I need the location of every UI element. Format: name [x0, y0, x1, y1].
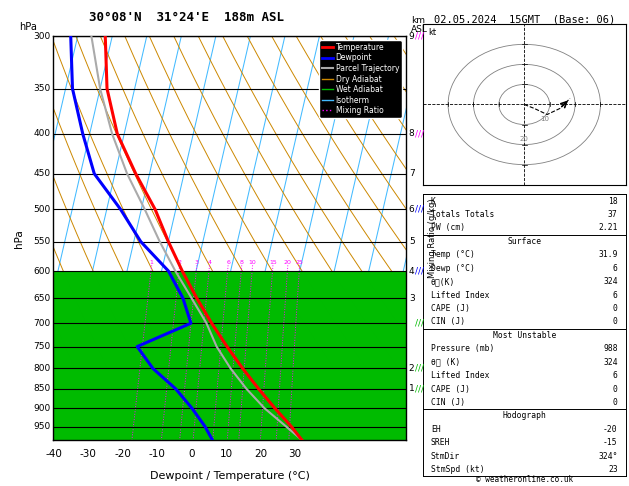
Text: StmDir: StmDir	[431, 451, 460, 461]
Text: 324: 324	[603, 277, 618, 286]
Text: 0: 0	[613, 398, 618, 407]
Text: 20: 20	[520, 136, 529, 141]
Text: StmSpd (kt): StmSpd (kt)	[431, 465, 484, 474]
Text: 15: 15	[269, 260, 277, 265]
Text: -10: -10	[148, 449, 165, 459]
Text: 550: 550	[33, 237, 50, 246]
Text: ///: ///	[415, 205, 424, 214]
Text: 300: 300	[33, 32, 50, 41]
Text: Most Unstable: Most Unstable	[493, 331, 556, 340]
Text: 1: 1	[150, 260, 153, 265]
Text: Totals Totals: Totals Totals	[431, 210, 494, 219]
Text: Lifted Index: Lifted Index	[431, 371, 489, 380]
Text: 900: 900	[33, 404, 50, 413]
Text: hPa: hPa	[19, 21, 37, 32]
Text: K: K	[431, 197, 436, 206]
Text: 23: 23	[608, 465, 618, 474]
Text: Temp (°C): Temp (°C)	[431, 250, 475, 260]
Text: 988: 988	[603, 344, 618, 353]
Text: 20: 20	[284, 260, 292, 265]
Text: CIN (J): CIN (J)	[431, 317, 465, 327]
Text: ///: ///	[415, 384, 424, 393]
Text: 5: 5	[409, 237, 415, 246]
Text: 6: 6	[226, 260, 230, 265]
Text: Dewp (°C): Dewp (°C)	[431, 264, 475, 273]
Text: 6: 6	[613, 264, 618, 273]
Text: 10: 10	[220, 449, 233, 459]
Text: ///: ///	[415, 266, 424, 276]
Text: 20: 20	[254, 449, 267, 459]
Text: 8: 8	[240, 260, 243, 265]
Text: -40: -40	[45, 449, 62, 459]
Text: 8: 8	[409, 129, 415, 139]
Text: ///: ///	[415, 32, 424, 41]
Text: CAPE (J): CAPE (J)	[431, 384, 470, 394]
Text: 0: 0	[613, 317, 618, 327]
Text: 3: 3	[195, 260, 199, 265]
Text: EH: EH	[431, 425, 440, 434]
Text: 750: 750	[33, 342, 50, 351]
Text: 4: 4	[409, 266, 415, 276]
Text: -30: -30	[79, 449, 96, 459]
Text: 324°: 324°	[598, 451, 618, 461]
Text: Mixing Ratio (g/kg): Mixing Ratio (g/kg)	[428, 198, 437, 278]
Text: 30°08'N  31°24'E  188m ASL: 30°08'N 31°24'E 188m ASL	[89, 11, 284, 24]
Text: ///: ///	[415, 319, 424, 328]
Text: SREH: SREH	[431, 438, 450, 447]
Text: 7: 7	[409, 169, 415, 178]
Text: ///: ///	[415, 129, 424, 139]
Text: 25: 25	[296, 260, 304, 265]
Text: 10: 10	[540, 116, 549, 122]
Text: 600: 600	[33, 266, 50, 276]
Text: 2: 2	[409, 364, 415, 373]
Text: kt: kt	[428, 28, 436, 37]
Text: 9: 9	[409, 32, 415, 41]
Text: 6: 6	[409, 205, 415, 214]
Text: θᴇ (K): θᴇ (K)	[431, 358, 460, 366]
Text: 18: 18	[608, 197, 618, 206]
Text: Lifted Index: Lifted Index	[431, 291, 489, 299]
Text: 950: 950	[33, 422, 50, 431]
Text: CIN (J): CIN (J)	[431, 398, 465, 407]
Text: 2: 2	[177, 260, 182, 265]
Text: 0: 0	[613, 384, 618, 394]
Text: 31.9: 31.9	[598, 250, 618, 260]
Text: 3: 3	[409, 294, 415, 303]
Text: 0: 0	[188, 449, 195, 459]
Text: 500: 500	[33, 205, 50, 214]
Text: 10: 10	[248, 260, 257, 265]
Text: Dewpoint / Temperature (°C): Dewpoint / Temperature (°C)	[150, 471, 309, 481]
Text: Pressure (mb): Pressure (mb)	[431, 344, 494, 353]
Text: CAPE (J): CAPE (J)	[431, 304, 470, 313]
Text: 2.21: 2.21	[598, 224, 618, 232]
Text: Hodograph: Hodograph	[503, 411, 546, 420]
Text: ///: ///	[415, 364, 424, 373]
Text: Surface: Surface	[507, 237, 542, 246]
Text: km
ASL: km ASL	[411, 16, 428, 34]
Text: -20: -20	[603, 425, 618, 434]
Text: 850: 850	[33, 384, 50, 393]
Text: 700: 700	[33, 319, 50, 328]
Text: 450: 450	[33, 169, 50, 178]
Text: 02.05.2024  15GMT  (Base: 06): 02.05.2024 15GMT (Base: 06)	[433, 14, 615, 24]
Text: 4: 4	[208, 260, 211, 265]
Text: 30: 30	[289, 449, 302, 459]
Text: 350: 350	[33, 84, 50, 93]
Text: 6: 6	[613, 291, 618, 299]
Text: 0: 0	[613, 304, 618, 313]
Text: 6: 6	[613, 371, 618, 380]
Legend: Temperature, Dewpoint, Parcel Trajectory, Dry Adiabat, Wet Adiabat, Isotherm, Mi: Temperature, Dewpoint, Parcel Trajectory…	[320, 40, 402, 118]
Text: -15: -15	[603, 438, 618, 447]
Text: © weatheronline.co.uk: © weatheronline.co.uk	[476, 474, 573, 484]
Text: 324: 324	[603, 358, 618, 366]
Text: 650: 650	[33, 294, 50, 303]
Text: hPa: hPa	[14, 229, 24, 247]
Text: PW (cm): PW (cm)	[431, 224, 465, 232]
Text: 1: 1	[409, 384, 415, 393]
Text: 37: 37	[608, 210, 618, 219]
Text: 800: 800	[33, 364, 50, 373]
Text: θᴇ(K): θᴇ(K)	[431, 277, 455, 286]
Text: 400: 400	[33, 129, 50, 139]
Text: -20: -20	[114, 449, 131, 459]
